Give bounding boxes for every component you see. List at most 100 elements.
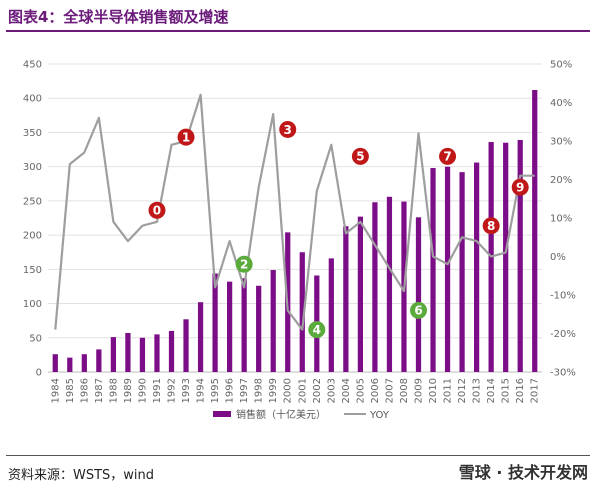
y2-tick-label: -30% [550,368,576,379]
sales-bar [474,162,480,372]
x-tick-label: 1985 [65,378,76,403]
x-tick-label: 2015 [501,378,512,403]
chart-title: 图表4：全球半导体销售额及增速 [8,8,229,26]
cycle-markers: 0 1 2 3 4 5 6 7 8 9 [148,120,529,339]
sales-bar [256,285,262,372]
cycle-marker-3: 3 [279,120,297,138]
marker-label: 6 [414,304,422,318]
marker-label: 5 [356,150,364,164]
sales-bar [52,354,58,372]
cycle-marker-8: 8 [482,217,500,235]
x-tick-label: 1986 [79,378,90,403]
x-tick-label: 1996 [225,378,236,403]
marker-circle [177,128,195,146]
x-tick-label: 1989 [123,378,134,403]
marker-circle [351,147,369,165]
cycle-marker-2: 2 [235,255,253,273]
sales-bar [212,273,218,372]
x-tick-label: 2011 [443,378,454,403]
marker-circle [148,201,166,219]
x-tick-label: 2001 [297,378,308,403]
y2-tick-label: 0% [550,252,566,263]
marker-label: 2 [240,258,248,272]
chart-legend: 销售额（十亿美元） YOY [213,408,390,421]
x-tick-label: 2006 [370,378,381,403]
legend-bar-swatch [213,411,231,417]
x-tick-label: 2017 [530,378,541,403]
sales-bar [81,354,87,372]
marker-circle [410,301,427,319]
sales-bar [430,168,436,372]
y-tick-label: 400 [23,94,42,105]
y-tick-label: 350 [23,128,42,139]
y2-tick-label: 40% [550,98,572,109]
x-tick-label: 1997 [239,378,250,403]
source-note: 资料来源：WSTS，wind [8,468,155,483]
marker-label: 3 [284,123,292,137]
cycle-marker-6: 6 [410,301,427,319]
y2-tick-label: 50% [550,60,572,71]
y2-tick-label: 10% [550,214,572,225]
y2-tick-label: -10% [550,291,576,302]
right-axis-labels: -30% -20% -10% 0% 10% 20% 30% 40% 50% [550,60,576,379]
x-tick-label: 2007 [384,378,395,403]
x-tick-label: 2008 [399,378,410,403]
marker-circle [279,120,297,138]
x-tick-label: 2003 [326,378,337,403]
sales-bar [96,349,102,372]
x-tick-label: 2002 [312,378,323,403]
x-tick-label: 2009 [414,378,425,403]
sales-bar [343,226,349,372]
sales-bar [227,281,233,372]
cycle-marker-5: 5 [351,147,369,165]
legend-sales-label: 销售额（十亿美元） [236,408,326,421]
marker-circle [235,255,253,273]
x-tick-label: 2000 [283,378,294,403]
sales-bar [517,139,523,372]
marker-circle [511,178,529,196]
sales-bar [110,337,116,372]
y-tick-label: 250 [23,196,42,207]
sales-bar [241,278,247,372]
y2-tick-label: -20% [550,329,576,340]
cycle-marker-4: 4 [308,321,326,339]
left-axis-labels: 0 50 100 150 200 250 300 350 400 450 [23,60,42,379]
sales-bar [168,330,175,372]
sales-bar [67,357,73,372]
sales-bar [503,142,509,372]
cycle-marker-1: 1 [177,128,195,146]
x-tick-label: 1991 [152,378,163,403]
cycle-marker-7: 7 [439,147,457,165]
x-axis-labels: 1984 1985 1986 1987 1988 1989 1990 1991 1992 1993… [50,378,540,403]
sales-bar [415,217,422,372]
x-tick-label: 2004 [341,378,352,403]
footer-divider [6,455,590,456]
sales-bar [532,90,538,373]
x-tick-label: 1994 [196,378,207,403]
x-tick-label: 2013 [472,378,483,403]
sales-bar [299,252,305,372]
y-tick-label: 100 [23,299,42,310]
y-tick-label: 450 [23,60,42,71]
watermark: 雪球 · 技术开发网 [458,463,588,482]
x-tick-label: 1990 [137,378,148,403]
gridlines [48,63,542,373]
marker-label: 0 [153,204,161,218]
sales-bar [183,319,189,372]
sales-bar [357,216,363,372]
x-tick-label: 1987 [94,378,105,403]
sales-bar [328,258,334,372]
sales-bar [372,202,378,372]
marker-label: 8 [487,219,495,233]
legend-yoy-label: YOY [369,410,390,421]
x-tick-label: 1995 [210,378,221,403]
title-divider [6,30,590,32]
x-tick-label: 2012 [457,378,468,403]
marker-label: 4 [313,323,321,337]
marker-circle [482,217,500,235]
y2-tick-label: 30% [550,137,572,148]
yoy-line [54,93,535,331]
y-tick-label: 0 [36,368,42,379]
sales-bar [444,166,451,372]
